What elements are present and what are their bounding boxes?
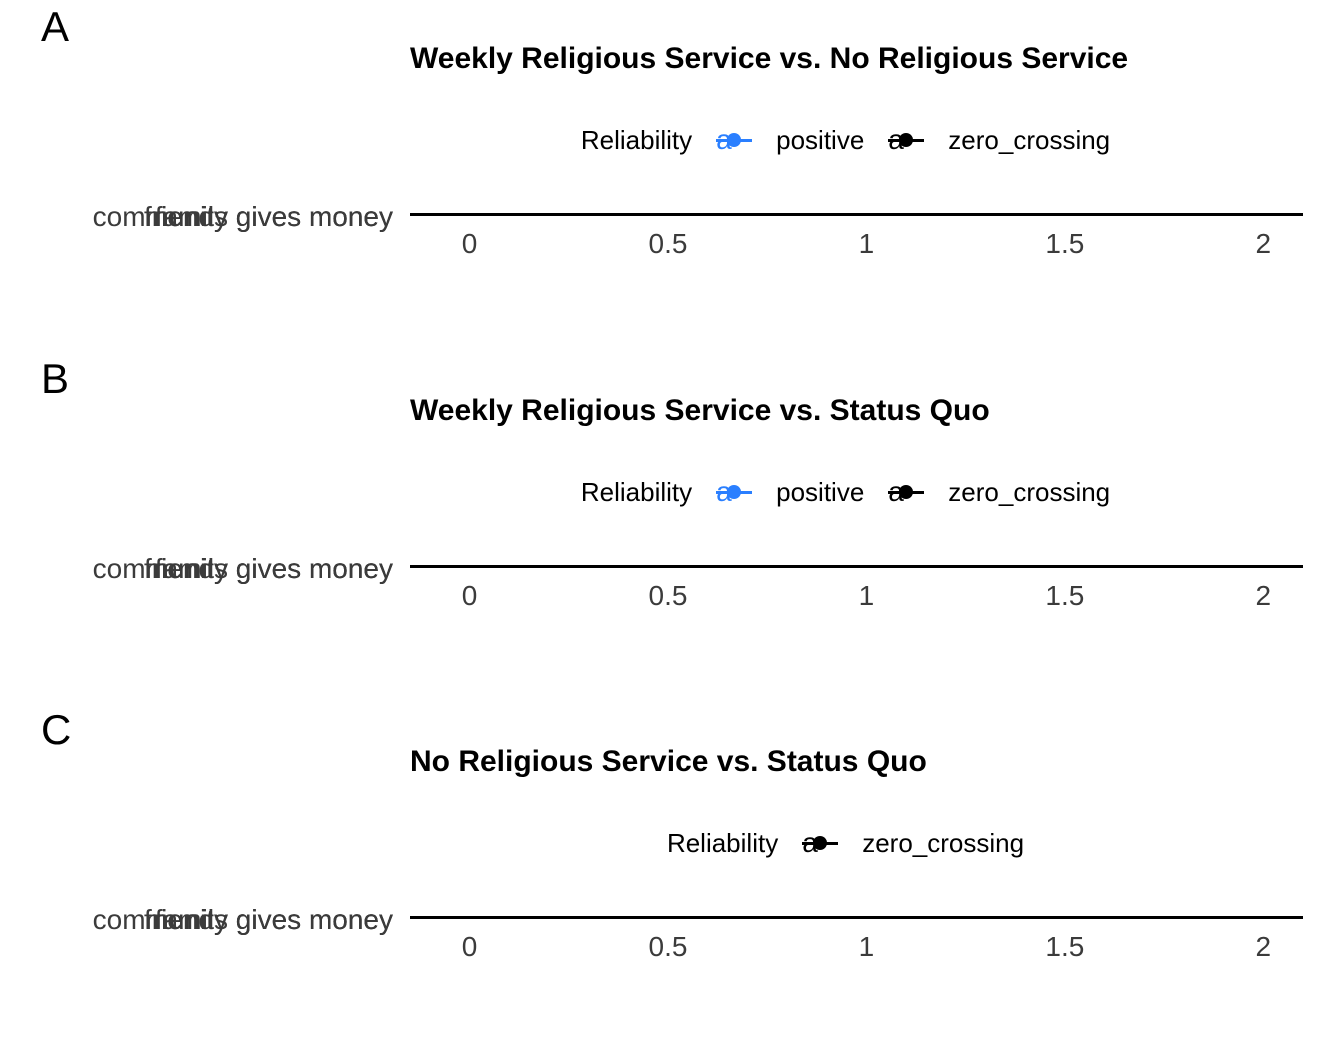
panel-letter: C xyxy=(41,706,72,753)
legend-key-icon: a xyxy=(714,474,754,510)
y-category-label: family gives money xyxy=(154,553,393,584)
legend-item: a zero_crossing xyxy=(800,825,1024,861)
x-tick-label: 2 xyxy=(1255,931,1272,962)
y-category-label: friends gives money xyxy=(143,201,393,232)
legend-label: zero_crossing xyxy=(948,124,1111,155)
x-axis-line xyxy=(410,916,1303,919)
x-tick-label: 1 xyxy=(858,580,875,611)
legend-item: a zero_crossing xyxy=(886,474,1110,510)
legend-key-icon: a xyxy=(886,122,926,158)
x-tick-label: 2 xyxy=(1255,228,1272,259)
y-category-label: family gives money xyxy=(154,201,393,232)
x-axis-line xyxy=(410,213,1303,216)
x-tick-label: 0 xyxy=(461,228,478,259)
legend-key-icon: a xyxy=(714,122,754,158)
legend-title: Reliability xyxy=(666,827,779,858)
y-category-label: friends gives money xyxy=(143,553,393,584)
y-category-label: community gives money xyxy=(92,553,393,584)
x-tick-label: 1.5 xyxy=(1045,931,1085,962)
x-tick-label: 0.5 xyxy=(648,931,688,962)
legend-label: zero_crossing xyxy=(948,476,1111,507)
legend-key-icon: a xyxy=(886,474,926,510)
panel-letter: A xyxy=(41,3,70,50)
legend: Reliability a positive a zero_crossing xyxy=(410,122,1303,158)
panel-b: B Weekly Religious Service vs. Status Qu… xyxy=(0,352,1344,704)
legend-item: a zero_crossing xyxy=(886,122,1110,158)
x-tick-label: 1 xyxy=(858,228,875,259)
x-tick-label: 2 xyxy=(1255,580,1272,611)
legend-item: a positive xyxy=(714,474,864,510)
x-tick-label: 0 xyxy=(461,580,478,611)
legend-title: Reliability xyxy=(580,124,693,155)
legend-label: zero_crossing xyxy=(862,827,1025,858)
chart-title: Weekly Religious Service vs. No Religiou… xyxy=(410,42,1129,75)
y-category-label: community gives money xyxy=(92,904,393,935)
legend: Reliability a zero_crossing xyxy=(410,825,1303,861)
x-tick-label: 0.5 xyxy=(648,228,688,259)
x-tick-label: 1.5 xyxy=(1045,580,1085,611)
y-category-label: friends gives money xyxy=(143,904,393,935)
x-axis-line xyxy=(410,565,1303,568)
legend-label: positive xyxy=(776,124,865,155)
legend-label: positive xyxy=(776,476,865,507)
chart-title: Weekly Religious Service vs. Status Quo xyxy=(410,394,990,427)
x-tick-label: 0.5 xyxy=(648,580,688,611)
y-category-label: family gives money xyxy=(154,904,393,935)
legend-title: Reliability xyxy=(580,476,693,507)
x-tick-label: 1.5 xyxy=(1045,228,1085,259)
panel-c: C No Religious Service vs. Status Quo Re… xyxy=(0,703,1344,1055)
panel-a: A Weekly Religious Service vs. No Religi… xyxy=(0,0,1344,352)
panel-letter: B xyxy=(41,355,70,402)
chart-title: No Religious Service vs. Status Quo xyxy=(410,745,927,778)
y-category-label: community gives money xyxy=(92,201,393,232)
legend-item: a positive xyxy=(714,122,864,158)
legend: Reliability a positive a zero_crossing xyxy=(410,474,1303,510)
x-tick-label: 1 xyxy=(858,931,875,962)
legend-key-icon: a xyxy=(800,825,840,861)
x-tick-label: 0 xyxy=(461,931,478,962)
